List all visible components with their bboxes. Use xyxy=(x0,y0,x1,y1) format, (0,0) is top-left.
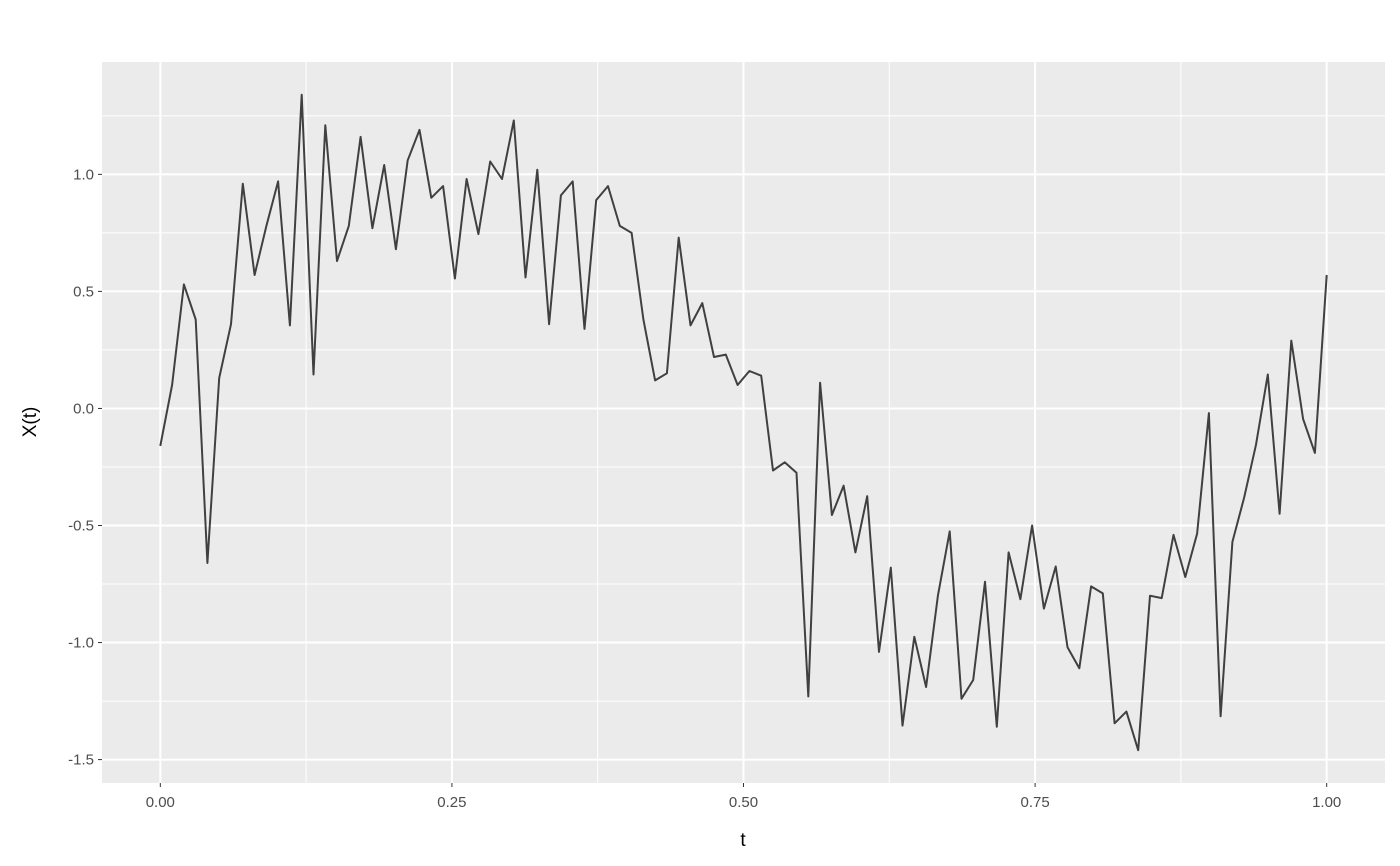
y-tick-label: -1.5 xyxy=(68,752,94,769)
series-line xyxy=(159,93,1328,752)
y-tick-label: -0.5 xyxy=(68,518,94,535)
y-tick-label: 0.5 xyxy=(73,283,94,300)
y-tick-label: 1.0 xyxy=(73,166,94,183)
x-tick-label: 0.00 xyxy=(146,794,175,811)
x-tick-label: 0.25 xyxy=(437,794,466,811)
x-axis: 0.00 0.25 0.50 0.75 1.00 xyxy=(146,783,1341,811)
y-tick-label: 0.0 xyxy=(73,400,94,417)
series-path xyxy=(159,93,1328,752)
y-axis-title: X(t) xyxy=(20,407,41,438)
x-tick-label: 1.00 xyxy=(1312,794,1341,811)
x-axis-title: t xyxy=(740,830,746,851)
x-tick-label: 0.75 xyxy=(1020,794,1049,811)
x-tick-label: 0.50 xyxy=(729,794,758,811)
gridlines xyxy=(102,62,1385,783)
y-axis: -1.5 -1.0 -0.5 0.0 0.5 1.0 xyxy=(68,166,102,769)
y-tick-label: -1.0 xyxy=(68,635,94,652)
